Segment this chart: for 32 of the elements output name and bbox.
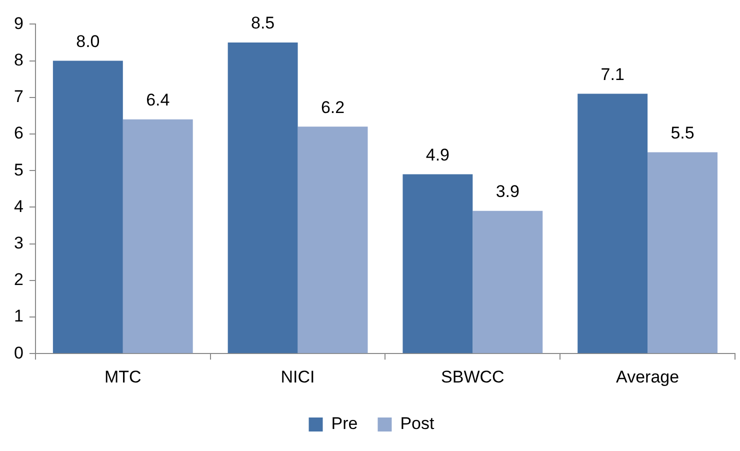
bar [648, 152, 718, 354]
x-tick-label: SBWCC [441, 367, 504, 386]
y-tick-label: 0 [14, 343, 24, 362]
legend-label: Pre [331, 414, 358, 434]
data-label: 7.1 [600, 64, 624, 84]
bar [122, 119, 193, 354]
y-tick-label: 2 [14, 270, 24, 290]
y-tick-label: 5 [14, 160, 24, 180]
y-tick-label: 4 [14, 196, 24, 216]
bar [472, 210, 543, 354]
bar [578, 94, 648, 354]
y-tick-label: 3 [14, 233, 24, 252]
x-tick-label: Average [616, 367, 680, 386]
legend-label: Post [400, 414, 435, 434]
data-label: 6.2 [320, 98, 345, 117]
bar [298, 126, 368, 354]
y-tick-label: 9 [14, 14, 24, 33]
data-label: 4.9 [426, 145, 450, 164]
y-tick-label: 6 [14, 124, 24, 143]
data-label: 8.5 [250, 14, 275, 33]
data-label: 5.5 [670, 123, 694, 142]
bar [52, 60, 123, 354]
bar [402, 174, 473, 354]
data-label: 6.4 [146, 90, 170, 110]
data-label: 8.0 [76, 32, 100, 51]
y-tick-label: 1 [14, 306, 24, 326]
x-tick-label: NICI [280, 367, 315, 386]
y-tick-label: 7 [14, 87, 24, 106]
bar [228, 42, 298, 354]
y-tick-label: 8 [14, 50, 24, 70]
data-label: 3.9 [496, 182, 520, 202]
x-tick-label: MTC [104, 367, 142, 386]
